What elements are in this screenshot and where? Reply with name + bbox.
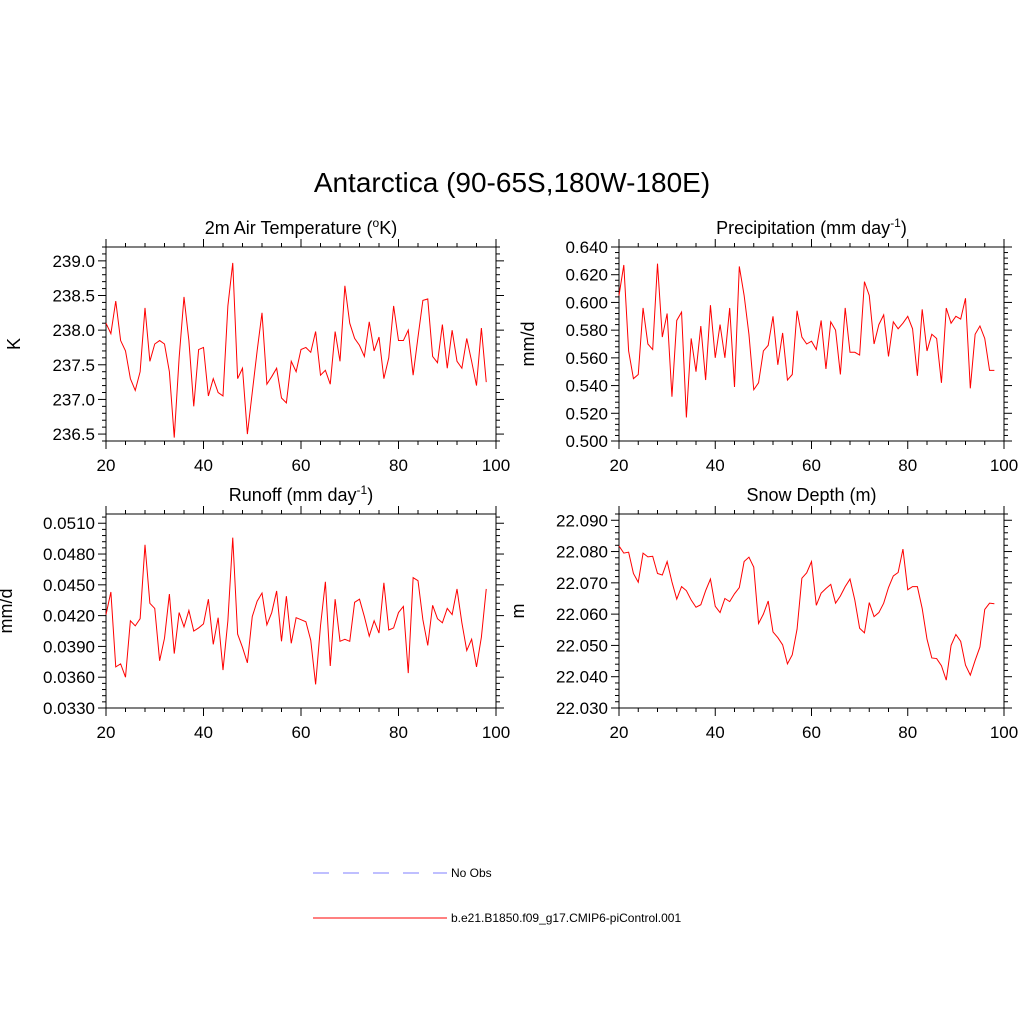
precipitation-xtick-label: 40 xyxy=(706,456,725,475)
snow-depth-title: Snow Depth (m) xyxy=(746,485,876,505)
runoff-ytick-label: 0.0360 xyxy=(43,668,95,687)
air-temperature-xtick-label: 20 xyxy=(97,456,116,475)
precipitation-ytick-label: 0.580 xyxy=(565,321,608,340)
legend-obs-label: No Obs xyxy=(451,866,492,880)
runoff-xtick-label: 20 xyxy=(97,723,116,742)
runoff-xtick-label: 40 xyxy=(194,723,213,742)
air-temperature-ytick-label: 238.0 xyxy=(52,321,95,340)
precipitation-ytick-label: 0.600 xyxy=(565,293,608,312)
air-temperature-ytick-label: 239.0 xyxy=(52,252,95,271)
air-temperature-series-line xyxy=(105,262,487,438)
air-temperature-ytick-label: 237.0 xyxy=(52,390,95,409)
runoff-ylabel: mm/d xyxy=(0,589,16,634)
snow-depth-ytick-label: 22.090 xyxy=(556,511,608,530)
runoff-xtick-label: 60 xyxy=(292,723,311,742)
snow-depth-ytick-label: 22.050 xyxy=(556,636,608,655)
precipitation-plot-frame xyxy=(618,246,1005,442)
air-temperature-ylabel: K xyxy=(4,338,24,350)
precipitation-title-end: ) xyxy=(901,218,907,238)
precipitation-ytick-label: 0.640 xyxy=(565,238,608,257)
snow-depth-ytick-label: 22.030 xyxy=(556,699,608,718)
precipitation-title: Precipitation (mm day-1) xyxy=(716,216,907,238)
panel-snow-depth: 20 40 60 80 100 22.030 22.040 22.050 22.060 22.07… xyxy=(508,485,1018,742)
snow-depth-series-line xyxy=(618,545,995,681)
panel-precipitation: 20 40 60 80 100 0.500 0.520 0.540 0.560 0.580 0.60… xyxy=(518,216,1018,475)
runoff-plot-frame xyxy=(105,513,497,709)
air-temperature-ytick-label: 238.5 xyxy=(52,287,95,306)
runoff-ytick-label: 0.0510 xyxy=(43,514,95,533)
snow-depth-xtick-label: 60 xyxy=(802,723,821,742)
snow-depth-ytick-label: 22.070 xyxy=(556,574,608,593)
snow-depth-ytick-label: 22.040 xyxy=(556,668,608,687)
air-temperature-xtick-label: 60 xyxy=(292,456,311,475)
runoff-title-end: ) xyxy=(367,485,373,505)
runoff-series-line xyxy=(105,537,487,685)
air-temperature-title-main: 2m Air Temperature ( xyxy=(205,218,373,238)
precipitation-xtick-label: 20 xyxy=(610,456,629,475)
legend: No Obs b.e21.B1850.f09_g17.CMIP6-piContr… xyxy=(313,866,681,925)
precipitation-series-line xyxy=(618,263,995,418)
panel-runoff: 20 40 60 80 100 0.0330 0.0360 0.0390 0.0420 0.045… xyxy=(0,483,510,742)
runoff-title-sup: -1 xyxy=(357,483,368,497)
precipitation-ytick-label: 0.520 xyxy=(565,404,608,423)
runoff-ytick-label: 0.0420 xyxy=(43,607,95,626)
snow-depth-xtick-label: 40 xyxy=(706,723,725,742)
legend-model-label: b.e21.B1850.f09_g17.CMIP6-piControl.001 xyxy=(451,911,681,925)
precipitation-title-sup: -1 xyxy=(890,216,901,230)
air-temperature-xtick-label: 80 xyxy=(389,456,408,475)
runoff-ytick-label: 0.0330 xyxy=(43,699,95,718)
air-temperature-title-end: K) xyxy=(379,218,397,238)
runoff-xtick-label: 100 xyxy=(482,723,510,742)
snow-depth-xtick-label: 80 xyxy=(898,723,917,742)
snow-depth-title-main: Snow Depth (m) xyxy=(746,485,876,505)
air-temperature-ytick-label: 237.5 xyxy=(52,356,95,375)
runoff-title-main: Runoff (mm day xyxy=(229,485,357,505)
air-temperature-title-sup: o xyxy=(373,216,380,230)
air-temperature-title: 2m Air Temperature (oK) xyxy=(205,216,397,238)
main-title: Antarctica (90-65S,180W-180E) xyxy=(314,167,710,198)
runoff-ytick-label: 0.0480 xyxy=(43,545,95,564)
precipitation-ytick-label: 0.560 xyxy=(565,349,608,368)
precipitation-xtick-label: 100 xyxy=(990,456,1018,475)
snow-depth-ylabel: m xyxy=(508,604,528,619)
precipitation-title-main: Precipitation (mm day xyxy=(716,218,890,238)
runoff-ytick-label: 0.0450 xyxy=(43,576,95,595)
runoff-title: Runoff (mm day-1) xyxy=(229,483,373,505)
air-temperature-ytick-label: 236.5 xyxy=(52,425,95,444)
runoff-xtick-label: 80 xyxy=(389,723,408,742)
snow-depth-xtick-label: 100 xyxy=(990,723,1018,742)
panel-air-temperature: 20 40 60 80 100 236.5 237.0 237.5 238.0 238.5 239.… xyxy=(4,216,510,475)
precipitation-xtick-label: 60 xyxy=(802,456,821,475)
runoff-ytick-label: 0.0390 xyxy=(43,637,95,656)
air-temperature-xtick-label: 40 xyxy=(194,456,213,475)
precipitation-xtick-label: 80 xyxy=(898,456,917,475)
snow-depth-ytick-label: 22.060 xyxy=(556,605,608,624)
precipitation-ylabel: mm/d xyxy=(518,322,538,367)
snow-depth-xtick-label: 20 xyxy=(610,723,629,742)
snow-depth-ytick-label: 22.080 xyxy=(556,543,608,562)
precipitation-ytick-label: 0.500 xyxy=(565,432,608,451)
precipitation-ytick-label: 0.540 xyxy=(565,377,608,396)
precipitation-ytick-label: 0.620 xyxy=(565,266,608,285)
air-temperature-xtick-label: 100 xyxy=(482,456,510,475)
